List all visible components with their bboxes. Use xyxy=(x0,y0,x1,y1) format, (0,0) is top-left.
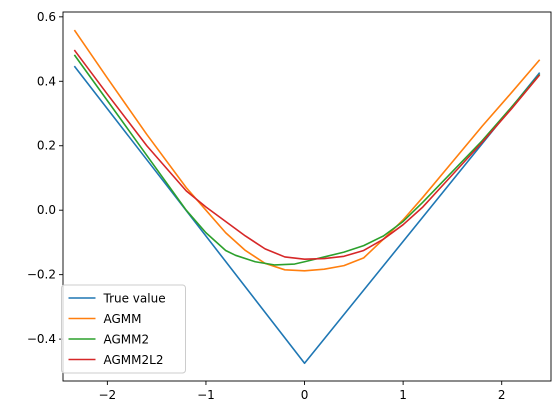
x-axis: −2 −1 0 1 2 xyxy=(99,381,506,402)
y-tick-label: 0.6 xyxy=(37,10,56,24)
y-tick-label: 0.4 xyxy=(37,74,56,88)
y-tick-label: 0.2 xyxy=(37,139,56,153)
y-axis: −0.4 −0.2 0.0 0.2 0.4 0.6 xyxy=(27,10,63,346)
legend-box xyxy=(61,284,186,374)
legend-label-1: AGMM xyxy=(104,312,142,326)
series-line-0 xyxy=(73,65,541,365)
legend-label-2: AGMM2 xyxy=(104,333,150,347)
x-tick-label: −2 xyxy=(99,388,117,402)
legend-label-3: AGMM2L2 xyxy=(104,353,164,367)
x-tick-label: 0 xyxy=(301,388,309,402)
series-layer xyxy=(73,29,541,365)
plot-frame xyxy=(62,11,552,382)
y-tick-label: 0.0 xyxy=(37,203,56,217)
x-tick-label: 2 xyxy=(498,388,506,402)
legend-label-0: True value xyxy=(103,292,166,306)
y-tick-label: −0.4 xyxy=(27,332,56,346)
y-tick-label: −0.2 xyxy=(27,268,56,282)
x-tick-label: −1 xyxy=(197,388,215,402)
series-line-3 xyxy=(73,49,541,260)
series-line-2 xyxy=(73,54,541,266)
series-line-1 xyxy=(73,29,541,272)
legend: True value AGMM AGMM2 AGMM2L2 xyxy=(61,284,186,374)
x-tick-label: 1 xyxy=(399,388,407,402)
